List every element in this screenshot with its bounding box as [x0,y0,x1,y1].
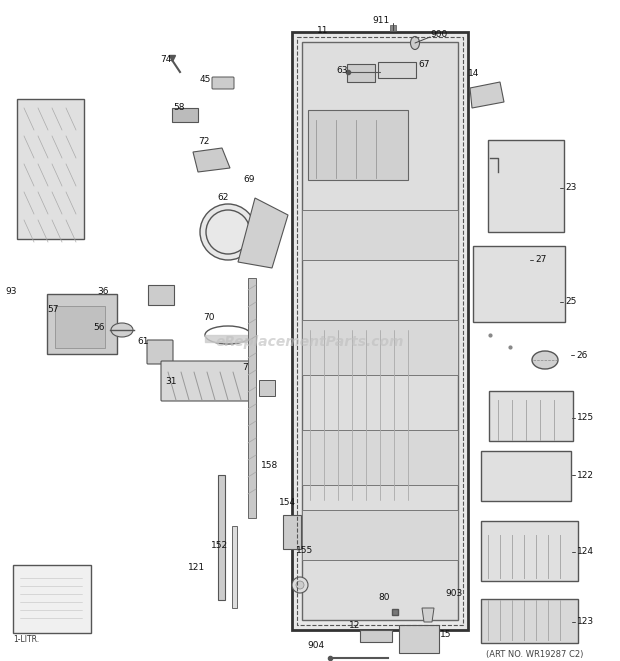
Text: 74: 74 [161,56,172,65]
FancyBboxPatch shape [302,510,458,560]
Text: 11: 11 [316,26,328,35]
FancyBboxPatch shape [347,64,375,82]
FancyBboxPatch shape [232,526,237,608]
Text: 152: 152 [211,541,229,550]
FancyBboxPatch shape [161,361,251,401]
Text: 121: 121 [188,563,205,572]
FancyBboxPatch shape [502,254,526,274]
Text: 80: 80 [378,593,390,602]
Text: 23: 23 [565,184,577,192]
Ellipse shape [410,36,420,50]
Text: 26: 26 [576,350,587,360]
Text: 57: 57 [48,305,59,315]
FancyBboxPatch shape [283,515,301,549]
Text: 904: 904 [308,641,325,650]
Text: 63: 63 [337,66,348,75]
Text: 58: 58 [174,104,185,112]
FancyBboxPatch shape [259,380,275,396]
Text: 125: 125 [577,414,594,422]
Text: 122: 122 [577,471,594,479]
FancyBboxPatch shape [302,430,458,485]
FancyBboxPatch shape [378,62,416,78]
FancyBboxPatch shape [481,451,571,501]
Text: 903: 903 [445,589,463,598]
Text: 154: 154 [280,498,296,507]
Text: 911: 911 [373,16,390,25]
Text: 123: 123 [577,617,594,627]
FancyBboxPatch shape [47,294,117,354]
FancyBboxPatch shape [302,210,458,260]
Text: 7: 7 [242,363,248,372]
FancyBboxPatch shape [147,340,173,364]
FancyBboxPatch shape [302,320,458,375]
Text: 93: 93 [6,288,17,297]
Ellipse shape [296,581,304,589]
Polygon shape [193,148,230,172]
FancyBboxPatch shape [13,565,91,633]
Polygon shape [470,82,504,108]
Ellipse shape [200,204,256,260]
Polygon shape [238,198,288,268]
Text: 61: 61 [138,338,149,346]
Text: 1-LITR.: 1-LITR. [13,635,39,644]
FancyBboxPatch shape [481,521,578,581]
Text: 45: 45 [200,75,211,85]
FancyBboxPatch shape [488,140,564,232]
Text: 31: 31 [166,377,177,387]
FancyBboxPatch shape [218,475,225,600]
FancyBboxPatch shape [360,630,392,642]
FancyBboxPatch shape [399,625,439,653]
FancyBboxPatch shape [481,599,578,643]
Text: 12: 12 [348,621,360,630]
Ellipse shape [111,323,133,337]
Text: 158: 158 [262,461,278,470]
FancyBboxPatch shape [17,99,84,239]
Text: 69: 69 [244,176,255,184]
FancyBboxPatch shape [248,278,256,518]
FancyBboxPatch shape [148,285,174,305]
FancyBboxPatch shape [473,246,565,322]
Text: 36: 36 [97,288,109,297]
Text: 155: 155 [296,546,314,555]
Text: eReplacementParts.com: eReplacementParts.com [216,335,404,349]
FancyBboxPatch shape [292,32,468,630]
Ellipse shape [532,351,558,369]
Text: 14: 14 [468,69,479,78]
FancyBboxPatch shape [489,391,573,441]
Text: 62: 62 [218,194,229,202]
Text: 72: 72 [198,137,210,147]
Text: 124: 124 [577,547,594,557]
Text: 27: 27 [535,256,546,264]
Text: 67: 67 [418,60,430,69]
Text: 900: 900 [430,30,447,39]
FancyBboxPatch shape [172,108,198,122]
Text: 25: 25 [565,297,577,307]
FancyBboxPatch shape [212,77,234,89]
Text: 15: 15 [440,630,451,639]
Text: (ART NO. WR19287 C2): (ART NO. WR19287 C2) [486,650,583,660]
Text: 56: 56 [94,323,105,332]
FancyBboxPatch shape [55,306,105,348]
Text: 70: 70 [203,313,215,323]
FancyBboxPatch shape [302,42,458,620]
FancyBboxPatch shape [308,110,408,180]
Ellipse shape [292,577,308,593]
Polygon shape [422,608,434,622]
